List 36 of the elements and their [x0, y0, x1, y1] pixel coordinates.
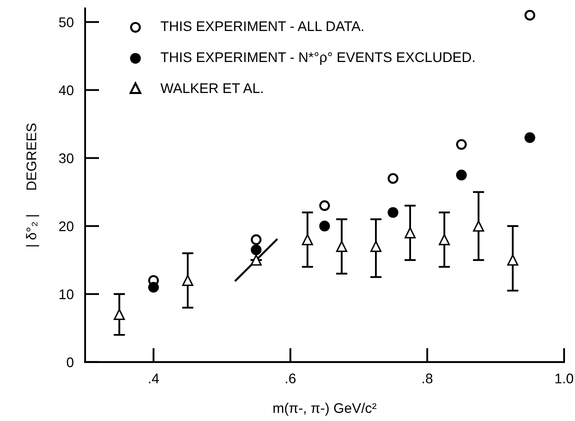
point — [404, 227, 416, 238]
point — [524, 10, 536, 21]
point — [507, 254, 518, 266]
y-tick-label: 50 — [59, 17, 74, 28]
point — [114, 308, 125, 320]
legend-label: THIS EXPERIMENT - N*°ρ° EVENTS EXCLUDED. — [160, 52, 474, 65]
point — [319, 200, 330, 212]
point — [388, 173, 398, 184]
y-tick-label: 30 — [59, 153, 74, 164]
y-tick-label: 10 — [60, 289, 74, 300]
x-axis-title: m(π-, π-) GeV/c² — [273, 402, 376, 416]
point — [250, 244, 262, 256]
x-tick-label: 1.0 — [555, 374, 574, 384]
y-tick-label: 40 — [58, 85, 74, 96]
point — [524, 132, 536, 143]
point — [370, 240, 382, 252]
point — [388, 207, 398, 218]
x-tick-label: .6 — [286, 374, 296, 384]
y-tick-label: 20 — [59, 221, 74, 232]
point — [472, 220, 484, 232]
point — [319, 220, 330, 232]
point — [250, 254, 262, 266]
point — [302, 234, 314, 246]
point — [182, 274, 194, 286]
point — [456, 139, 467, 150]
legend-label: THIS EXPERIMENT - ALL DATA. — [160, 21, 364, 32]
point — [456, 170, 467, 180]
point — [148, 282, 159, 293]
point — [438, 234, 450, 246]
x-tick-label: .4 — [149, 374, 159, 384]
point — [250, 234, 262, 246]
y-axis-title: | δ°₂ | DEGREES — [26, 124, 40, 246]
x-tick-label: .8 — [422, 374, 432, 384]
point — [336, 240, 348, 252]
y-tick-label: 0 — [66, 357, 74, 368]
legend-label: WALKER ET AL. — [160, 83, 263, 93]
